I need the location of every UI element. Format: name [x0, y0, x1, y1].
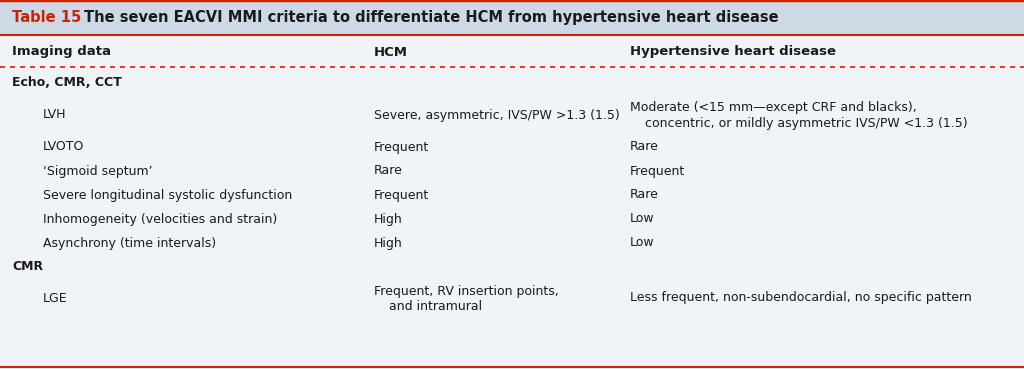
Text: Less frequent, non-subendocardial, no specific pattern: Less frequent, non-subendocardial, no sp…	[630, 292, 972, 304]
Text: Frequent: Frequent	[374, 141, 429, 154]
Text: LVH: LVH	[43, 108, 67, 121]
Text: LGE: LGE	[43, 292, 68, 304]
Text: LVOTO: LVOTO	[43, 141, 84, 154]
Text: HCM: HCM	[374, 45, 408, 59]
Text: Imaging data: Imaging data	[12, 45, 112, 59]
Text: High: High	[374, 237, 402, 249]
Text: Frequent: Frequent	[630, 165, 685, 177]
Text: Inhomogeneity (velocities and strain): Inhomogeneity (velocities and strain)	[43, 213, 278, 225]
Text: and intramural: and intramural	[389, 300, 482, 313]
Text: ‘Sigmoid septum’: ‘Sigmoid septum’	[43, 165, 153, 177]
Text: High: High	[374, 213, 402, 225]
Text: Rare: Rare	[374, 165, 402, 177]
Text: Severe, asymmetric, IVS/PW >1.3 (1.5): Severe, asymmetric, IVS/PW >1.3 (1.5)	[374, 108, 620, 121]
Text: Frequent: Frequent	[374, 189, 429, 201]
Text: Moderate (<15 mm—except CRF and blacks),: Moderate (<15 mm—except CRF and blacks),	[630, 101, 916, 114]
Text: Hypertensive heart disease: Hypertensive heart disease	[630, 45, 836, 59]
Text: Rare: Rare	[630, 189, 658, 201]
Text: The seven EACVI MMI criteria to differentiate HCM from hypertensive heart diseas: The seven EACVI MMI criteria to differen…	[84, 10, 779, 25]
Text: Asynchrony (time intervals): Asynchrony (time intervals)	[43, 237, 216, 249]
Text: Low: Low	[630, 237, 654, 249]
Text: concentric, or mildly asymmetric IVS/PW <1.3 (1.5): concentric, or mildly asymmetric IVS/PW …	[645, 117, 968, 130]
Text: Table 15: Table 15	[12, 10, 82, 25]
Text: Echo, CMR, CCT: Echo, CMR, CCT	[12, 76, 122, 89]
Text: Rare: Rare	[630, 141, 658, 154]
Text: Low: Low	[630, 213, 654, 225]
Text: Frequent, RV insertion points,: Frequent, RV insertion points,	[374, 284, 558, 298]
Text: Severe longitudinal systolic dysfunction: Severe longitudinal systolic dysfunction	[43, 189, 292, 201]
Text: CMR: CMR	[12, 261, 43, 273]
Bar	[0, 0, 1024, 35]
